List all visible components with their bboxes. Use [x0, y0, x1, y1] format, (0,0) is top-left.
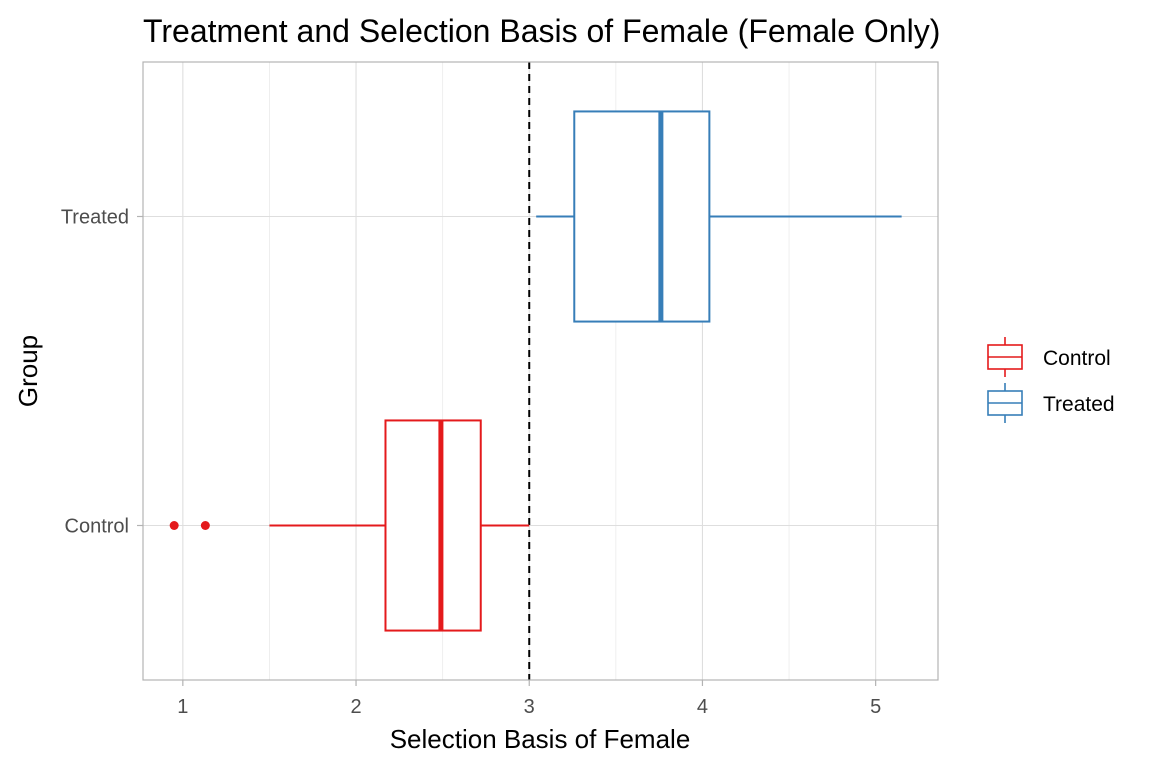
boxplot-layer	[169, 110, 902, 632]
legend-item-control: Control	[987, 337, 1111, 377]
legend: Control Treated	[987, 337, 1115, 423]
x-tick-label: 5	[870, 696, 881, 718]
x-tick-label: 4	[697, 696, 708, 718]
outlier-point	[169, 521, 179, 530]
outlier-point	[200, 521, 210, 530]
y-tick-label: Treated	[61, 207, 129, 229]
x-tick-label: 2	[350, 696, 361, 718]
y-tick-label: Control	[65, 516, 129, 538]
box	[573, 110, 711, 323]
panel-border	[142, 61, 939, 681]
x-axis-title: Selection Basis of Female	[390, 724, 691, 754]
legend-label: Treated	[1043, 393, 1115, 416]
boxplot-treated	[536, 110, 902, 323]
legend-label: Control	[1043, 347, 1111, 370]
x-tick-label: 3	[524, 696, 535, 718]
boxplot-control	[169, 419, 530, 632]
box	[384, 419, 482, 632]
grid	[143, 62, 938, 680]
chart-title: Treatment and Selection Basis of Female …	[143, 13, 940, 49]
x-tick-label: 1	[177, 696, 188, 718]
y-axis-title: Group	[13, 335, 43, 407]
axes: 1 2 3 4 5 Control Treated	[61, 207, 881, 719]
legend-item-treated: Treated	[987, 383, 1115, 423]
